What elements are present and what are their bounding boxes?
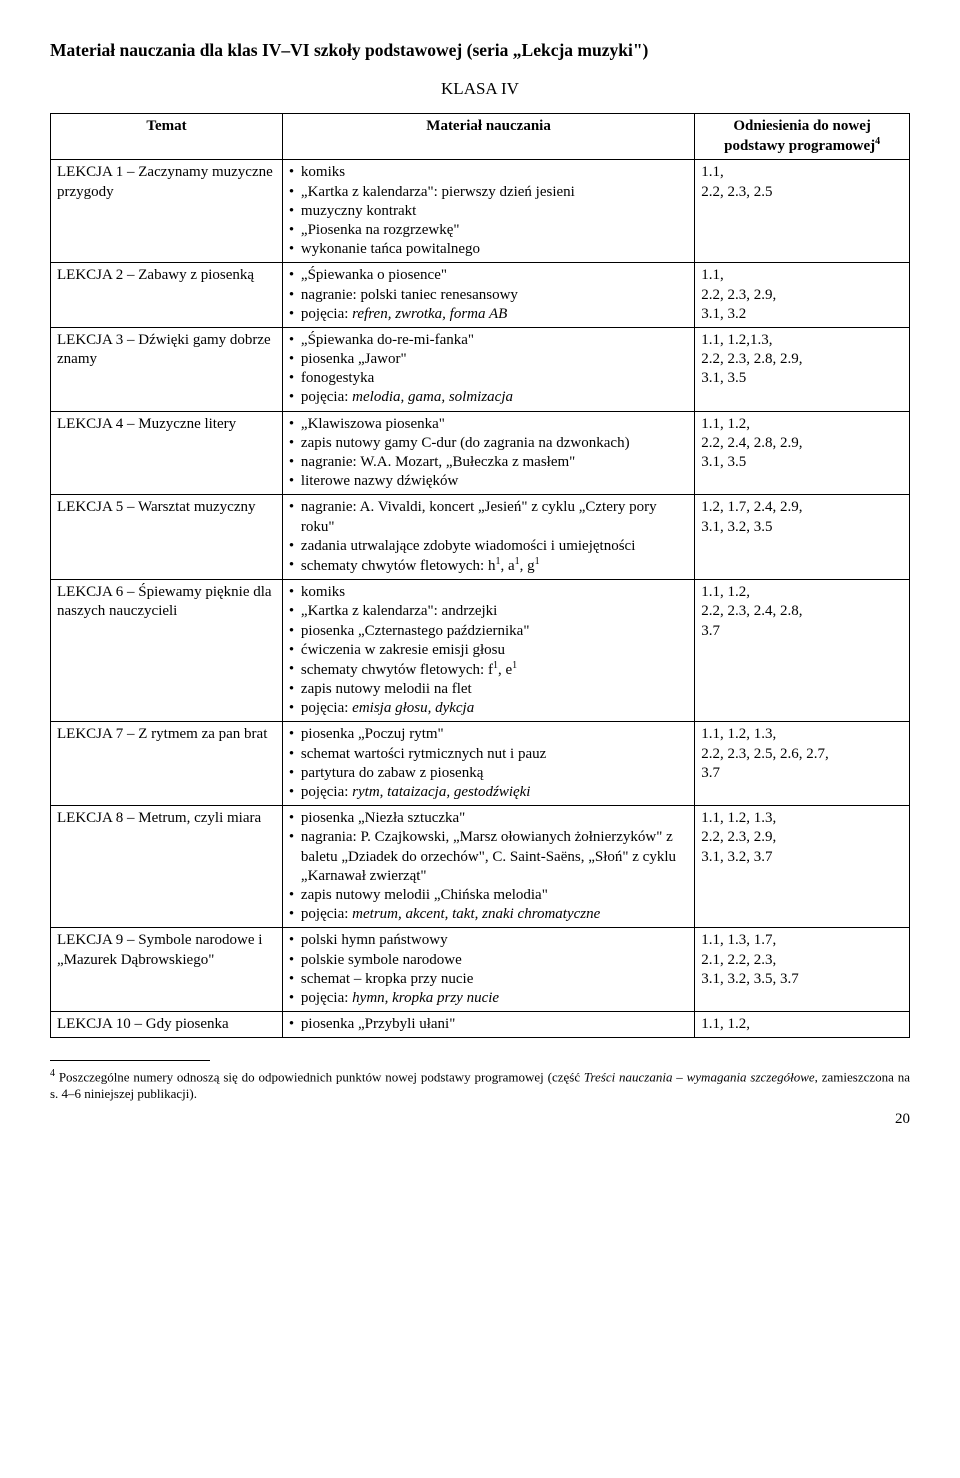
- table-row: LEKCJA 4 – Muzyczne litery„Klawiszowa pi…: [51, 411, 910, 495]
- material-item: pojęcia: rytm, tataizacja, gestodźwięki: [289, 783, 688, 802]
- material-cell: polski hymn państwowypolskie symbole nar…: [282, 928, 694, 1012]
- table-row: LEKCJA 10 – Gdy piosenka piosenka „Przyby…: [51, 1012, 910, 1038]
- material-item: „Piosenka na rozgrzewkę": [289, 221, 688, 240]
- topic-cell: LEKCJA 6 – Śpiewamy pięknie dla naszych …: [51, 580, 283, 722]
- material-item: literowe nazwy dźwięków: [289, 472, 688, 491]
- material-item: ćwiczenia w zakresie emisji głosu: [289, 641, 688, 660]
- topic-cell: LEKCJA 1 – Zaczynamy muzyczne przygody: [51, 160, 283, 263]
- material-item: pojęcia: melodia, gama, solmizacja: [289, 388, 688, 407]
- table-row: LEKCJA 7 – Z rytmem za pan bratpiosenka …: [51, 722, 910, 806]
- material-cell: nagranie: A. Vivaldi, koncert „Jesień" z…: [282, 495, 694, 580]
- material-item: „Śpiewanka do-re-mi-fanka": [289, 331, 688, 350]
- material-cell: piosenka „Niezła sztuczka"nagrania: P. C…: [282, 806, 694, 928]
- material-item: schematy chwytów fletowych: h1, a1, g1: [289, 556, 688, 576]
- class-label: KLASA IV: [50, 79, 910, 99]
- material-item: schemat wartości rytmicznych nut i pauz: [289, 745, 688, 764]
- table-row: LEKCJA 1 – Zaczynamy muzyczne przygodyko…: [51, 160, 910, 263]
- material-item: nagranie: A. Vivaldi, koncert „Jesień" z…: [289, 498, 688, 536]
- col-header-material: Materiał nauczania: [282, 114, 694, 160]
- material-item: pojęcia: hymn, kropka przy nucie: [289, 989, 688, 1008]
- material-item: „Śpiewanka o piosence": [289, 266, 688, 285]
- refs-cell: 1.1, 2.2, 2.3, 2.5: [695, 160, 910, 263]
- main-title: Materiał nauczania dla klas IV–VI szkoły…: [50, 40, 910, 61]
- refs-cell: 1.1, 1.2, 2.2, 2.3, 2.4, 2.8, 3.7: [695, 580, 910, 722]
- table-row: LEKCJA 2 – Zabawy z piosenką„Śpiewanka o…: [51, 263, 910, 328]
- topic-cell: LEKCJA 5 – Warsztat muzyczny: [51, 495, 283, 580]
- topic-cell: LEKCJA 2 – Zabawy z piosenką: [51, 263, 283, 328]
- footnote-separator: [50, 1060, 210, 1061]
- material-item: „Kartka z kalendarza": andrzejki: [289, 602, 688, 621]
- material-item: zapis nutowy gamy C-dur (do zagrania na …: [289, 434, 688, 453]
- refs-cell: 1.1, 1.2, 1.3, 2.2, 2.3, 2.5, 2.6, 2.7, …: [695, 722, 910, 806]
- topic-cell: LEKCJA 3 – Dźwięki gamy dobrze znamy: [51, 327, 283, 411]
- refs-cell: 1.2, 1.7, 2.4, 2.9, 3.1, 3.2, 3.5: [695, 495, 910, 580]
- material-item: schemat – kropka przy nucie: [289, 970, 688, 989]
- material-item: piosenka „Poczuj rytm": [289, 725, 688, 744]
- footnote: 4 Poszczególne numery odnoszą się do odp…: [50, 1067, 910, 1103]
- material-cell: piosenka „Poczuj rytm"schemat wartości r…: [282, 722, 694, 806]
- table-row: LEKCJA 5 – Warsztat muzycznynagranie: A.…: [51, 495, 910, 580]
- material-item: piosenka „Niezła sztuczka": [289, 809, 688, 828]
- material-cell: komiks„Kartka z kalendarza": pierwszy dz…: [282, 160, 694, 263]
- material-item: pojęcia: refren, zwrotka, forma AB: [289, 305, 688, 324]
- material-item: wykonanie tańca powitalnego: [289, 240, 688, 259]
- material-item: pojęcia: metrum, akcent, takt, znaki chr…: [289, 905, 688, 924]
- topic-cell: LEKCJA 4 – Muzyczne litery: [51, 411, 283, 495]
- page-number: 20: [50, 1111, 910, 1128]
- material-item: komiks: [289, 163, 688, 182]
- refs-cell: 1.1, 1.2,1.3, 2.2, 2.3, 2.8, 2.9, 3.1, 3…: [695, 327, 910, 411]
- material-item: zadania utrwalające zdobyte wiadomości i…: [289, 537, 688, 556]
- col-header-topic: Temat: [51, 114, 283, 160]
- material-item: nagranie: W.A. Mozart, „Bułeczka z masłe…: [289, 453, 688, 472]
- topic-cell: LEKCJA 10 – Gdy piosenka: [51, 1012, 283, 1038]
- material-item: nagrania: P. Czajkowski, „Marsz ołowiany…: [289, 828, 688, 886]
- material-cell: „Klawiszowa piosenka"zapis nutowy gamy C…: [282, 411, 694, 495]
- refs-cell: 1.1, 2.2, 2.3, 2.9, 3.1, 3.2: [695, 263, 910, 328]
- material-item: nagranie: polski taniec renesansowy: [289, 286, 688, 305]
- material-item: piosenka „Jawor": [289, 350, 688, 369]
- refs-cell: 1.1, 1.3, 1.7, 2.1, 2.2, 2.3, 3.1, 3.2, …: [695, 928, 910, 1012]
- table-row: LEKCJA 3 – Dźwięki gamy dobrze znamy„Śpi…: [51, 327, 910, 411]
- material-item: piosenka „Przybyli ułani": [289, 1015, 688, 1034]
- topic-cell: LEKCJA 8 – Metrum, czyli miara: [51, 806, 283, 928]
- topic-cell: LEKCJA 7 – Z rytmem za pan brat: [51, 722, 283, 806]
- material-cell: „Śpiewanka do-re-mi-fanka"piosenka „Jawo…: [282, 327, 694, 411]
- material-item: polskie symbole narodowe: [289, 951, 688, 970]
- material-item: „Kartka z kalendarza": pierwszy dzień je…: [289, 183, 688, 202]
- curriculum-table: Temat Materiał nauczania Odniesienia do …: [50, 113, 910, 1038]
- material-item: komiks: [289, 583, 688, 602]
- refs-cell: 1.1, 1.2, 2.2, 2.4, 2.8, 2.9, 3.1, 3.5: [695, 411, 910, 495]
- material-cell: piosenka „Przybyli ułani": [282, 1012, 694, 1038]
- topic-cell: LEKCJA 9 – Symbole narodowe i „Mazurek D…: [51, 928, 283, 1012]
- material-item: pojęcia: emisja głosu, dykcja: [289, 699, 688, 718]
- material-item: partytura do zabaw z piosenką: [289, 764, 688, 783]
- col-header-refs: Odniesienia do nowej podstawy programowe…: [695, 114, 910, 160]
- material-cell: „Śpiewanka o piosence"nagranie: polski t…: [282, 263, 694, 328]
- material-item: zapis nutowy melodii na flet: [289, 680, 688, 699]
- material-item: schematy chwytów fletowych: f1, e1: [289, 660, 688, 680]
- table-row: LEKCJA 6 – Śpiewamy pięknie dla naszych …: [51, 580, 910, 722]
- material-item: fonogestyka: [289, 369, 688, 388]
- material-item: piosenka „Czternastego października": [289, 622, 688, 641]
- material-cell: komiks„Kartka z kalendarza": andrzejkipi…: [282, 580, 694, 722]
- material-item: muzyczny kontrakt: [289, 202, 688, 221]
- material-item: „Klawiszowa piosenka": [289, 415, 688, 434]
- material-item: polski hymn państwowy: [289, 931, 688, 950]
- refs-cell: 1.1, 1.2,: [695, 1012, 910, 1038]
- table-row: LEKCJA 9 – Symbole narodowe i „Mazurek D…: [51, 928, 910, 1012]
- material-item: zapis nutowy melodii „Chińska melodia": [289, 886, 688, 905]
- refs-cell: 1.1, 1.2, 1.3, 2.2, 2.3, 2.9, 3.1, 3.2, …: [695, 806, 910, 928]
- table-row: LEKCJA 8 – Metrum, czyli miarapiosenka „…: [51, 806, 910, 928]
